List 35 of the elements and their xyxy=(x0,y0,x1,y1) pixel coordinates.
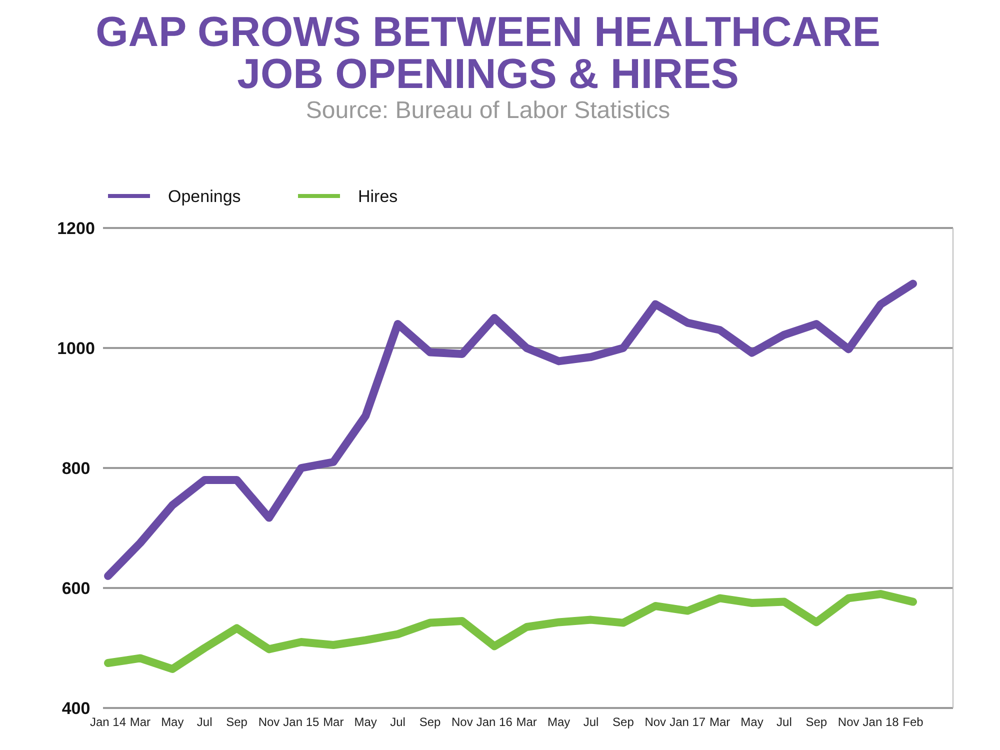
x-tick-label: May xyxy=(740,715,764,730)
legend-label: Hires xyxy=(358,186,398,206)
x-tick-label: Mar xyxy=(323,715,344,730)
x-tick-label: Mar xyxy=(130,715,151,730)
x-tick-label: Sep xyxy=(806,715,828,730)
x-tick-label: Sep xyxy=(612,715,634,730)
x-tick-label: Jan 17 xyxy=(670,715,706,730)
x-tick-label: Jan 15 xyxy=(283,715,320,730)
x-tick-label: Sep xyxy=(226,715,248,730)
x-tick-label: Jan 16 xyxy=(476,715,513,730)
y-tick-label: 400 xyxy=(62,698,90,718)
chart-subtitle: Source: Bureau of Labor Statistics xyxy=(306,97,670,124)
x-tick-label: May xyxy=(354,715,377,730)
x-tick-label: Jul xyxy=(196,715,212,730)
y-tick-label: 800 xyxy=(62,458,90,478)
x-tick-label: Nov xyxy=(258,715,280,730)
x-tick-label: Mar xyxy=(709,715,730,730)
x-tick-label: Nov xyxy=(452,715,473,730)
x-tick-label: Nov xyxy=(644,715,666,730)
x-tick-label: Jan 14 xyxy=(90,715,126,730)
x-tick-label: May xyxy=(547,715,570,730)
x-tick-label: Jan 18 xyxy=(862,715,900,730)
y-tick-label: 1000 xyxy=(57,338,95,358)
x-tick-label: Feb xyxy=(902,715,924,730)
y-tick-label: 1200 xyxy=(57,218,95,238)
y-tick-label: 600 xyxy=(62,578,90,598)
x-tick-label: Sep xyxy=(419,715,441,730)
x-tick-label: Nov xyxy=(838,715,860,730)
legend-label: Openings xyxy=(168,186,241,206)
x-tick-label: May xyxy=(161,715,184,730)
x-tick-label: Jul xyxy=(390,715,406,730)
chart-title: GAP GROWS BETWEEN HEALTHCARE JOB OPENINGS & HIRES xyxy=(96,8,880,97)
x-tick-label: Mar xyxy=(516,715,537,730)
x-tick-label: Jul xyxy=(776,715,792,730)
x-tick-label: Jul xyxy=(583,715,599,730)
